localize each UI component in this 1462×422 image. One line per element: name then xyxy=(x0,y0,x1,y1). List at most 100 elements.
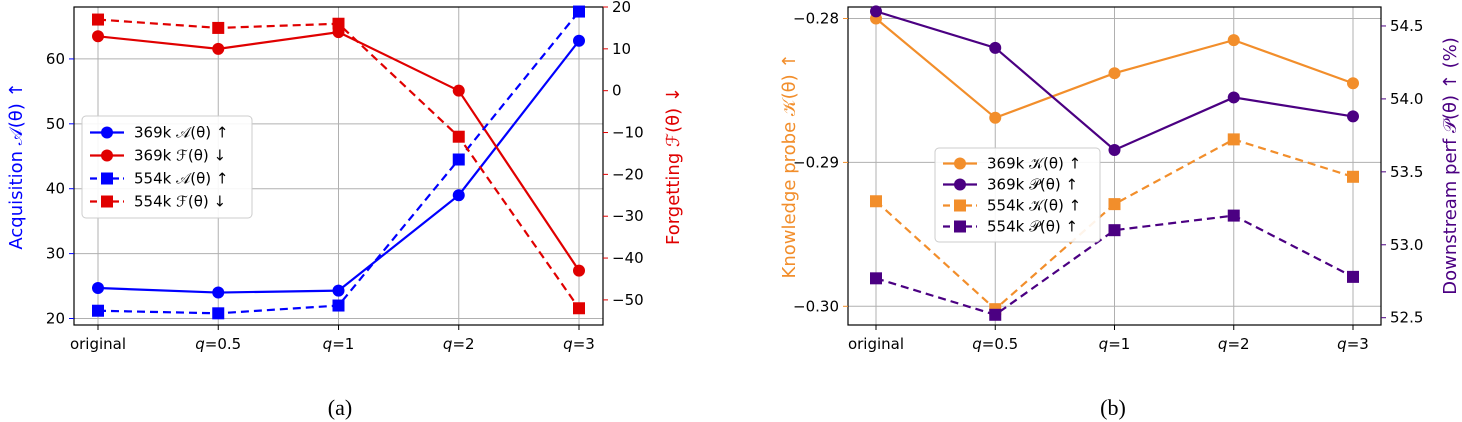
series-line xyxy=(875,214,1354,316)
x-tick-label: q=3 xyxy=(563,335,595,353)
panel-caption: (b) xyxy=(1100,395,1126,420)
x-tick-label-var: q xyxy=(1337,335,1347,353)
series-3 xyxy=(870,209,1359,321)
x-tick-label-val: =2 xyxy=(1227,335,1249,353)
data-point xyxy=(573,34,585,47)
data-point xyxy=(1227,91,1240,104)
data-point xyxy=(212,286,225,299)
data-point xyxy=(870,195,882,208)
data-point xyxy=(573,302,585,315)
y-right-axis-title: Downstream perf 𝒫(θ) ↑ (%) xyxy=(1440,37,1461,294)
data-point xyxy=(1108,143,1121,156)
data-point xyxy=(332,299,345,312)
y-left-tick-label: 50 xyxy=(46,115,65,133)
y-left-axis-title: Knowledge probe 𝒦(θ) ↑ xyxy=(779,54,800,279)
data-point xyxy=(1227,209,1240,222)
series-0 xyxy=(92,34,585,299)
x-tick-label-var: q xyxy=(563,335,573,353)
x-tick-label-val: =0.5 xyxy=(982,335,1018,353)
data-point xyxy=(870,272,882,285)
series-1 xyxy=(870,5,1359,156)
y-right-tick-label: 53.0 xyxy=(1390,236,1423,254)
x-tick-label-val: =1 xyxy=(332,335,354,353)
legend-swatch-marker xyxy=(954,178,966,191)
y-right-tick-label: −50 xyxy=(612,291,644,309)
x-tick-label: q=1 xyxy=(323,335,355,353)
y-left-axis-title: Acquisition 𝒜(θ) ↑ xyxy=(6,82,27,249)
y-left-tick-label: −0.30 xyxy=(793,297,839,315)
legend-swatch-marker xyxy=(101,195,113,208)
y-right-axis-title: Forgetting ℱ(θ) ↓ xyxy=(663,87,684,245)
y-right-tick-label: 52.5 xyxy=(1390,309,1423,327)
legend-label: 369k ℱ(θ) ↓ xyxy=(134,147,226,165)
data-point xyxy=(1108,67,1121,80)
data-point xyxy=(1227,34,1240,47)
legend-label: 369k 𝒫(θ) ↑ xyxy=(987,176,1078,194)
data-point xyxy=(1108,224,1121,237)
data-point xyxy=(573,5,585,18)
y-right-tick-label: 53.5 xyxy=(1390,163,1423,181)
y-right-tick-label: −10 xyxy=(612,124,644,142)
y-right-tick-label: −20 xyxy=(612,165,644,183)
x-tick-label-var: q xyxy=(195,335,205,353)
y-left-tick-label: 20 xyxy=(46,310,65,328)
data-point xyxy=(1227,133,1240,146)
data-point xyxy=(989,308,1002,321)
series-2 xyxy=(92,5,585,320)
legend-swatch-marker xyxy=(101,126,113,139)
data-point xyxy=(452,84,465,97)
legend-swatch-marker xyxy=(954,220,966,233)
x-tick-label: q=2 xyxy=(443,335,475,353)
series-1 xyxy=(92,26,585,277)
x-tick-label-var: q xyxy=(443,335,453,353)
x-tick-label-var: q xyxy=(323,335,333,353)
x-tick-label-val: =3 xyxy=(1347,335,1369,353)
y-left-tick-label: −0.29 xyxy=(793,153,839,171)
y-right-tick-label: 54.0 xyxy=(1390,90,1423,108)
x-tick-label: q=2 xyxy=(1218,335,1250,353)
y-right-tick-label: 54.5 xyxy=(1390,17,1423,35)
x-tick-label-val: =2 xyxy=(452,335,474,353)
x-tick-label-var: q xyxy=(1218,335,1228,353)
y-right-tick-label: 10 xyxy=(612,40,631,58)
x-tick-label: q=1 xyxy=(1099,335,1131,353)
legend-box xyxy=(934,147,1101,243)
legend-label: 554k 𝒫(θ) ↑ xyxy=(987,218,1078,236)
data-point xyxy=(1347,170,1359,183)
data-point xyxy=(92,304,104,317)
data-point xyxy=(212,21,225,34)
series-3 xyxy=(92,13,585,315)
chart-panel-a: original q=0.5 q=1 q=2 q=3203040506020100−10… xyxy=(6,0,684,420)
data-point xyxy=(452,189,465,202)
data-point xyxy=(989,111,1002,124)
data-point xyxy=(870,5,882,18)
data-point xyxy=(1347,77,1359,90)
data-point xyxy=(332,284,345,297)
y-left-tick-label: 30 xyxy=(46,245,65,263)
data-point xyxy=(92,13,104,26)
data-point xyxy=(332,17,345,30)
legend-swatch-marker xyxy=(954,157,966,170)
data-point xyxy=(92,30,104,43)
legend-label: 554k ℱ(θ) ↓ xyxy=(134,193,226,211)
data-point xyxy=(452,130,465,143)
legend-label: 554k 𝒦(θ) ↑ xyxy=(987,197,1081,215)
y-right-tick-label: −40 xyxy=(612,249,644,267)
data-point xyxy=(1108,198,1121,211)
panel-caption: (a) xyxy=(328,395,352,420)
legend-label: 554k 𝒜(θ) ↑ xyxy=(134,170,229,188)
legend-swatch-marker xyxy=(101,149,113,162)
legend: 369k 𝒜(θ) ↑ 369k ℱ(θ) ↓ 554k 𝒜(θ) ↑ 554k ℱ(… xyxy=(81,115,253,219)
legend-swatch-marker xyxy=(101,172,113,185)
data-point xyxy=(989,41,1002,54)
legend-label: 369k 𝒜(θ) ↑ xyxy=(134,124,229,142)
legend: 369k 𝒦(θ) ↑ 369k 𝒫(θ) ↑ 554k 𝒦(θ) ↑ 554k 𝒫(… xyxy=(934,147,1101,243)
y-left-tick-label: −0.28 xyxy=(793,10,839,28)
y-right-tick-label: −30 xyxy=(612,207,644,225)
legend-label: 369k 𝒦(θ) ↑ xyxy=(987,155,1081,173)
x-tick-label-var: q xyxy=(1099,335,1109,353)
x-tick-label: q=0.5 xyxy=(972,335,1018,353)
chart-panel-b: original q=0.5 q=1 q=2 q=3−0.28−0.29−0.3054.… xyxy=(779,5,1461,420)
data-point xyxy=(452,153,465,166)
